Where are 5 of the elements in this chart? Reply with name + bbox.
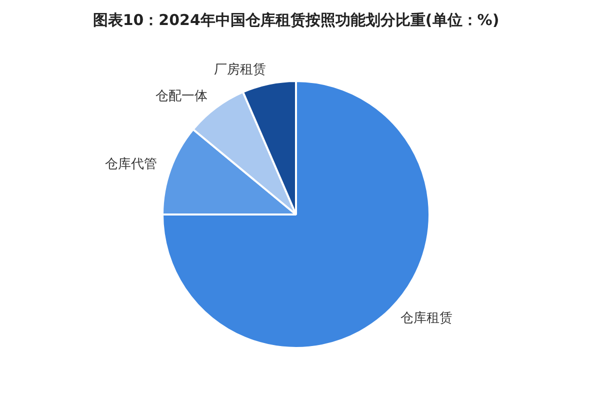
slice-label: 仓库代管 <box>105 156 158 172</box>
slice-label: 仓配一体 <box>155 88 208 104</box>
chart-title: 图表10：2024年中国仓库租赁按照功能划分比重(单位：%) <box>92 10 500 31</box>
slice-label: 厂房租赁 <box>214 61 266 78</box>
slice-label: 仓库租赁 <box>400 311 452 326</box>
